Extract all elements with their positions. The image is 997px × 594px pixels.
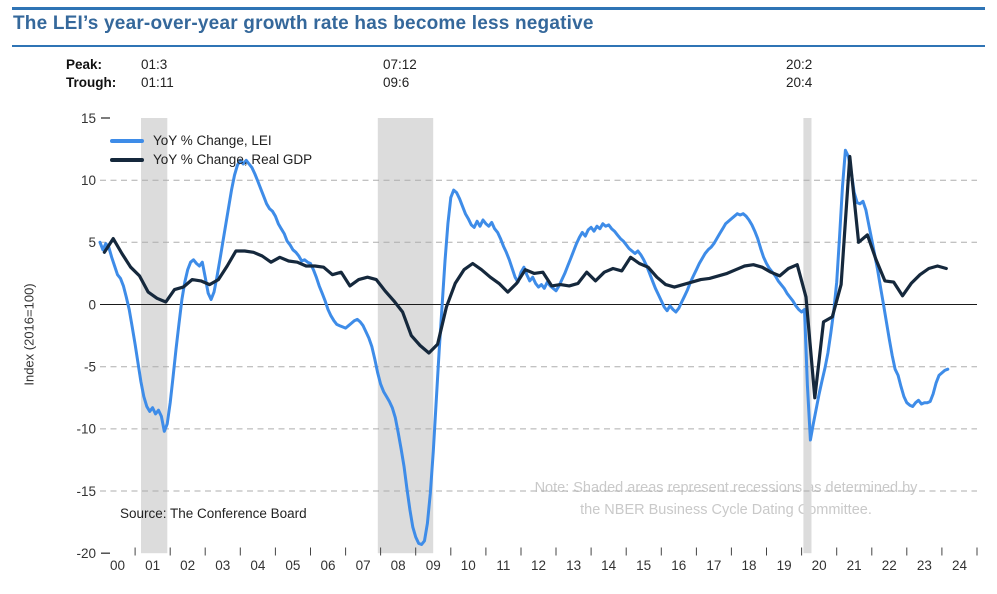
x-tick-label: 11 (496, 558, 510, 573)
x-tick-label: 24 (952, 558, 968, 573)
page-title: The LEI’s year-over-year growth rate has… (13, 13, 594, 34)
x-tick-label: 16 (671, 558, 686, 573)
gdp-line-swatch (110, 157, 144, 162)
x-tick-label: 18 (741, 558, 756, 573)
y-tick-label: 10 (81, 173, 96, 188)
x-tick-label: 08 (391, 558, 406, 573)
recession-band (141, 118, 168, 554)
recession-note-line2: the NBER Business Cycle Dating Committee… (580, 502, 872, 518)
y-tick-label: -10 (76, 422, 96, 437)
y-tick-label: -20 (76, 546, 96, 561)
x-tick-label: 07 (356, 558, 371, 573)
x-tick-label: 00 (110, 558, 125, 573)
source-label: Source: The Conference Board (120, 506, 307, 521)
x-tick-label: 14 (601, 558, 617, 573)
x-tick-label: 19 (777, 558, 792, 573)
y-tick-label: -15 (76, 484, 96, 499)
recession2-peak-date: 07:12 (383, 57, 417, 72)
x-tick-label: 13 (566, 558, 581, 573)
x-tick-label: 23 (917, 558, 932, 573)
legend-label-lei: YoY % Change, LEI (153, 133, 272, 148)
x-tick-label: 22 (882, 558, 897, 573)
x-tick-label: 04 (250, 558, 266, 573)
x-tick-label: 20 (812, 558, 827, 573)
peak-label: Peak: (66, 57, 103, 72)
legend-label-gdp: YoY % Change, Real GDP (153, 152, 313, 167)
x-tick-label: 02 (180, 558, 195, 573)
y-tick-label: -5 (84, 360, 96, 375)
x-tick-label: 09 (426, 558, 441, 573)
x-tick-label: 03 (215, 558, 230, 573)
gdp-series-line (102, 154, 948, 400)
y-tick-label: 5 (88, 235, 96, 250)
title-rule-bottom (12, 45, 985, 47)
recession-band (803, 118, 812, 554)
y-tick-label: 15 (81, 111, 96, 126)
legend-item-gdp: YoY % Change, Real GDP (110, 150, 312, 169)
recession1-peak-date: 01:3 (141, 57, 168, 72)
x-tick-label: 10 (461, 558, 476, 573)
lei-series-line (98, 148, 950, 546)
recession-note: Note: Shaded areas represent recessions … (470, 477, 982, 521)
x-tick-label: 06 (320, 558, 335, 573)
trough-label: Trough: (66, 75, 117, 90)
x-tick-label: 21 (847, 558, 862, 573)
legend: YoY % Change, LEI YoY % Change, Real GDP (110, 131, 312, 169)
x-tick-label: 17 (706, 558, 721, 573)
recession1-trough-date: 01:11 (141, 75, 174, 90)
recession3-trough-date: 20:4 (786, 75, 813, 90)
y-axis-title: Index (2016=100) (21, 283, 37, 386)
x-tick-label: 12 (531, 558, 546, 573)
x-tick-label: 15 (636, 558, 651, 573)
title-rule-top (12, 7, 985, 10)
x-tick-label: 01 (145, 558, 160, 573)
recession3-peak-date: 20:2 (786, 57, 813, 72)
recession2-trough-date: 09:6 (383, 75, 410, 90)
lei-line-swatch (110, 138, 144, 143)
y-tick-label: 0 (88, 297, 96, 312)
x-tick-label: 05 (285, 558, 300, 573)
legend-item-lei: YoY % Change, LEI (110, 131, 312, 150)
recession-note-line1: Note: Shaded areas represent recessions … (534, 480, 918, 496)
